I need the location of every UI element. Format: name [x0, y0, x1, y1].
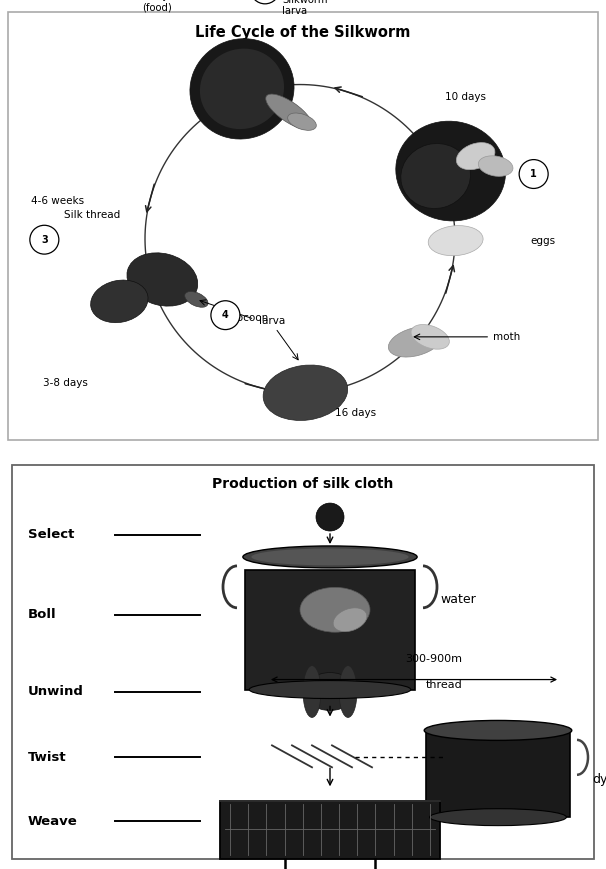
Ellipse shape [243, 546, 417, 568]
Text: Boll: Boll [28, 608, 56, 621]
Ellipse shape [263, 365, 348, 421]
Circle shape [30, 225, 59, 254]
Text: Silk thread: Silk thread [64, 209, 121, 220]
Text: Life Cycle of the Silkworm: Life Cycle of the Silkworm [195, 25, 411, 40]
Text: mulberry leaf
(food): mulberry leaf (food) [124, 0, 190, 12]
Ellipse shape [288, 113, 316, 130]
Text: cocoon: cocoon [231, 313, 269, 323]
Ellipse shape [190, 39, 294, 139]
Text: water: water [440, 594, 476, 607]
Text: Production of silk cloth: Production of silk cloth [212, 477, 394, 491]
Ellipse shape [304, 673, 356, 711]
Text: larva: larva [259, 316, 285, 326]
Text: 10 days: 10 days [445, 92, 486, 103]
Ellipse shape [251, 548, 408, 566]
FancyBboxPatch shape [220, 801, 440, 859]
Text: Weave: Weave [28, 814, 78, 827]
Text: 300-900m: 300-900m [405, 653, 462, 664]
Text: eggs: eggs [531, 235, 556, 246]
Text: Twist: Twist [28, 751, 67, 764]
Ellipse shape [396, 121, 505, 221]
Text: 4-6 weeks: 4-6 weeks [32, 196, 85, 206]
FancyBboxPatch shape [12, 465, 594, 859]
FancyBboxPatch shape [245, 570, 415, 689]
Ellipse shape [185, 291, 208, 308]
Circle shape [211, 301, 240, 329]
Ellipse shape [411, 324, 450, 349]
Ellipse shape [428, 226, 483, 255]
FancyBboxPatch shape [426, 731, 570, 817]
Text: 16 days: 16 days [335, 408, 376, 418]
Text: 3-8 days: 3-8 days [42, 378, 87, 388]
Ellipse shape [478, 156, 513, 176]
Text: 3: 3 [41, 235, 48, 245]
Ellipse shape [91, 280, 148, 322]
Ellipse shape [388, 327, 442, 357]
Text: thread: thread [425, 680, 462, 690]
Text: Silkworm
larva: Silkworm larva [282, 0, 327, 17]
Ellipse shape [430, 809, 567, 826]
Text: moth: moth [493, 332, 521, 342]
Ellipse shape [316, 503, 344, 531]
Ellipse shape [339, 666, 357, 718]
Ellipse shape [333, 607, 367, 632]
Circle shape [519, 160, 548, 189]
Ellipse shape [266, 94, 312, 129]
Ellipse shape [424, 720, 572, 740]
Text: 4: 4 [222, 310, 229, 320]
Ellipse shape [303, 666, 321, 718]
Ellipse shape [401, 143, 470, 209]
FancyBboxPatch shape [8, 12, 598, 440]
Ellipse shape [127, 253, 198, 306]
Ellipse shape [300, 587, 370, 633]
Text: Unwind: Unwind [28, 685, 84, 698]
Text: dye: dye [592, 773, 606, 786]
Ellipse shape [200, 49, 284, 129]
Text: 1: 1 [530, 169, 537, 179]
Ellipse shape [456, 143, 495, 169]
Ellipse shape [249, 680, 411, 699]
Text: Select: Select [28, 528, 75, 541]
Circle shape [250, 0, 279, 3]
